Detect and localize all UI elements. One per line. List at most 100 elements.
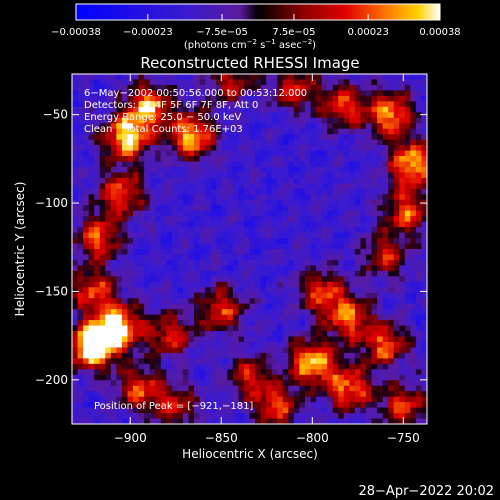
heatmap-cell: [121, 396, 128, 403]
heatmap-cell: [210, 232, 217, 239]
heatmap-cell: [149, 314, 156, 321]
heatmap-cell: [116, 358, 123, 365]
heatmap-cell: [388, 369, 395, 376]
heatmap-cell: [371, 303, 378, 310]
heatmap-cell: [288, 210, 295, 217]
heatmap-cell: [260, 407, 267, 414]
heatmap-cell: [205, 183, 212, 190]
heatmap-cell: [271, 221, 278, 228]
heatmap-cell: [216, 112, 223, 119]
heatmap-cell: [404, 79, 411, 86]
heatmap-cell: [83, 276, 90, 283]
heatmap-cell: [316, 166, 323, 173]
heatmap-cell: [166, 221, 173, 228]
heatmap-cell: [293, 341, 300, 348]
heatmap-cell: [110, 216, 117, 223]
heatmap-cell: [149, 161, 156, 168]
heatmap-cell: [415, 210, 422, 217]
heatmap-cell: [155, 265, 162, 272]
heatmap-cell: [266, 145, 273, 151]
heatmap-cell: [77, 407, 84, 414]
heatmap-cell: [349, 292, 356, 299]
heatmap-cell: [415, 413, 422, 419]
heatmap-cell: [88, 210, 95, 217]
heatmap-cell: [349, 188, 356, 195]
heatmap-cell: [199, 347, 206, 354]
heatmap-cell: [160, 221, 167, 228]
heatmap-cell: [255, 112, 261, 119]
heatmap-cell: [360, 74, 367, 80]
heatmap-cell: [133, 287, 139, 294]
heatmap-cell: [377, 320, 384, 326]
heatmap-cell: [365, 194, 372, 201]
heatmap-cell: [221, 369, 228, 376]
heatmap-cell: [277, 117, 284, 124]
heatmap-cell: [382, 172, 389, 179]
heatmap-cell: [393, 336, 400, 343]
heatmap-cell: [199, 303, 206, 310]
heatmap-cell: [349, 270, 356, 277]
heatmap-cell: [199, 413, 206, 419]
heatmap-cell: [266, 298, 273, 305]
heatmap-cell: [316, 336, 323, 343]
heatmap-cell: [343, 270, 350, 277]
heatmap-cell: [354, 254, 361, 261]
heatmap-cell: [232, 358, 239, 365]
heatmap-cell: [243, 243, 250, 250]
heatmap-cell: [182, 177, 189, 184]
heatmap-cell: [83, 117, 90, 124]
heatmap-cell: [377, 385, 384, 392]
heatmap-cell: [316, 145, 323, 151]
heatmap-cell: [138, 166, 145, 173]
heatmap-cell: [365, 95, 372, 102]
heatmap-cell: [371, 254, 378, 261]
heatmap-cell: [299, 314, 306, 321]
heatmap-cell: [332, 309, 339, 316]
heatmap-cell: [243, 418, 250, 425]
heatmap-cell: [149, 205, 156, 212]
y-tick-label: −100: [35, 196, 68, 210]
heatmap-cell: [205, 341, 212, 348]
heatmap-cell: [299, 156, 306, 162]
heatmap-cell: [299, 95, 306, 102]
heatmap-cell: [316, 292, 323, 299]
heatmap-cell: [404, 320, 411, 326]
heatmap-cell: [194, 270, 200, 277]
heatmap-cell: [382, 166, 389, 173]
heatmap-cell: [288, 150, 295, 157]
heatmap-cell: [94, 418, 101, 425]
heatmap-cell: [221, 358, 228, 365]
heatmap-cell: [371, 259, 378, 266]
heatmap-cell: [99, 380, 106, 387]
heatmap-cell: [77, 331, 84, 337]
heatmap-cell: [360, 363, 367, 370]
heatmap-cell: [304, 358, 311, 365]
heatmap-cell: [133, 331, 139, 337]
heatmap-cell: [343, 385, 350, 392]
heatmap-cell: [316, 320, 323, 326]
heatmap-cell: [127, 128, 134, 135]
heatmap-cell: [216, 259, 223, 266]
heatmap-cell: [88, 166, 95, 173]
heatmap-cell: [316, 183, 323, 190]
heatmap-cell: [377, 90, 384, 97]
heatmap-cell: [304, 331, 311, 337]
heatmap-cell: [382, 145, 389, 151]
heatmap-cell: [171, 352, 178, 359]
heatmap-cell: [327, 325, 334, 332]
heatmap-cell: [310, 112, 317, 119]
heatmap-cell: [332, 183, 339, 190]
heatmap-cell: [177, 150, 184, 157]
heatmap-cell: [83, 380, 90, 387]
heatmap-cell: [371, 145, 378, 151]
heatmap-cell: [404, 374, 411, 381]
heatmap-cell: [399, 407, 406, 414]
heatmap-cell: [282, 385, 289, 392]
heatmap-cell: [343, 254, 350, 261]
heatmap-cell: [110, 134, 117, 141]
heatmap-cell: [99, 150, 106, 157]
heatmap-cell: [232, 309, 239, 316]
heatmap-cell: [121, 210, 128, 217]
heatmap-cell: [83, 407, 90, 414]
heatmap-cell: [382, 298, 389, 305]
